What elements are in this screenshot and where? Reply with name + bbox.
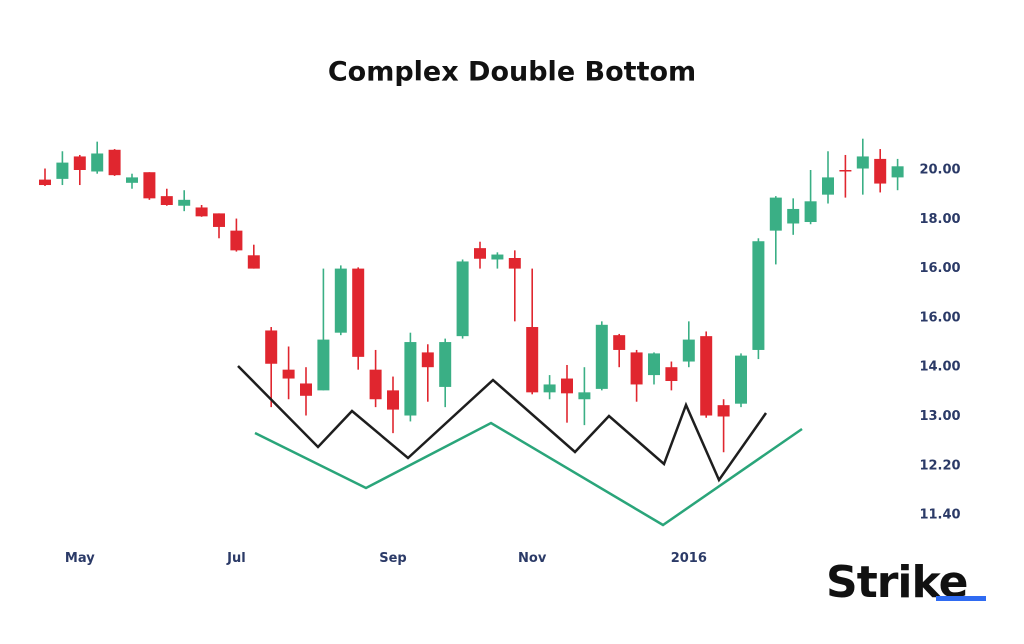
x-tick-label: Sep xyxy=(379,551,407,566)
candle-body xyxy=(769,197,782,231)
x-tick-label: Nov xyxy=(518,551,547,566)
candle-body xyxy=(682,339,695,362)
candle-body xyxy=(526,327,539,393)
candle-body xyxy=(317,339,330,391)
y-tick-label: 16.00 xyxy=(919,310,960,325)
y-tick-label: 12.20 xyxy=(919,458,960,473)
x-tick-label: May xyxy=(65,551,95,566)
x-tick-label: 2016 xyxy=(671,551,707,566)
y-tick-label: 20.00 xyxy=(919,163,960,178)
candle-body xyxy=(108,149,121,176)
candle-body xyxy=(143,172,156,199)
candle-body xyxy=(230,230,243,251)
y-tick-label: 14.00 xyxy=(919,360,960,375)
candle-body xyxy=(369,369,382,400)
candle-body xyxy=(839,170,852,172)
candle-body xyxy=(717,405,730,417)
candle-body xyxy=(421,352,434,368)
candle-body xyxy=(648,353,660,376)
chart-title: Complex Double Bottom xyxy=(328,57,696,88)
candle-body xyxy=(804,201,817,223)
candle-body xyxy=(160,196,173,206)
candle-body xyxy=(665,367,678,382)
candle-body xyxy=(178,199,191,206)
candle-body xyxy=(543,384,556,393)
candle-body xyxy=(334,268,347,333)
candle-body xyxy=(822,177,834,195)
y-tick-label: 13.00 xyxy=(919,409,960,424)
candle-body xyxy=(73,156,86,170)
candle-body xyxy=(387,390,399,410)
candle-body xyxy=(56,162,69,179)
candle-body xyxy=(195,207,208,217)
candle-body xyxy=(595,324,608,389)
candle-body xyxy=(491,254,504,260)
candle-body xyxy=(39,179,51,186)
logo-accent xyxy=(936,596,986,601)
candle-body xyxy=(300,383,312,396)
candle-body xyxy=(282,369,295,379)
candles xyxy=(39,138,904,453)
candle-body xyxy=(735,355,747,404)
candle-body xyxy=(752,241,765,350)
candle-body xyxy=(700,336,713,416)
candle-body xyxy=(630,352,643,385)
candle-body xyxy=(561,378,573,394)
support-line xyxy=(254,421,803,527)
candle-body xyxy=(456,261,469,337)
pattern-line xyxy=(237,365,768,483)
y-tick-label: 18.00 xyxy=(919,212,960,227)
candle-body xyxy=(439,342,452,387)
y-tick-label: 16.00 xyxy=(919,261,960,276)
candle-body xyxy=(578,392,591,400)
y-tick-label: 11.40 xyxy=(919,508,960,523)
candle-body xyxy=(352,268,365,357)
candle-body xyxy=(474,248,486,259)
candle-body xyxy=(787,208,800,224)
candle-body xyxy=(874,158,887,184)
x-tick-label: Jul xyxy=(226,551,246,566)
candle-body xyxy=(891,166,904,178)
candle-body xyxy=(91,153,104,172)
candle-body xyxy=(613,335,626,350)
candle-body xyxy=(508,258,521,269)
candle-body xyxy=(213,213,225,227)
candle-body xyxy=(126,177,138,183)
candle-body xyxy=(247,255,260,269)
candle-body xyxy=(265,330,278,364)
candle-body xyxy=(404,342,417,416)
candle-body xyxy=(856,156,869,169)
